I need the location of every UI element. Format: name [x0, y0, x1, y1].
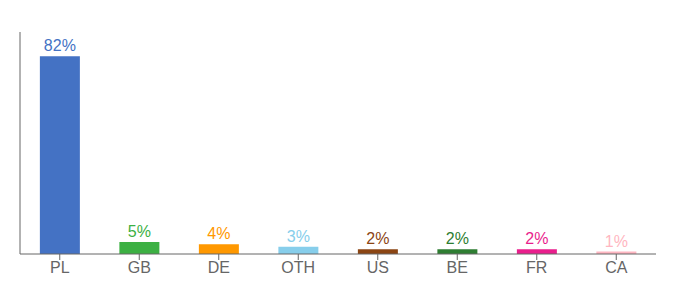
- svg-text:BE: BE: [447, 259, 468, 276]
- svg-text:OTH: OTH: [281, 259, 315, 276]
- svg-text:1%: 1%: [605, 233, 628, 250]
- svg-text:2%: 2%: [525, 230, 548, 247]
- svg-text:5%: 5%: [128, 223, 151, 240]
- svg-text:2%: 2%: [446, 230, 469, 247]
- svg-text:2%: 2%: [366, 230, 389, 247]
- svg-text:FR: FR: [526, 259, 547, 276]
- svg-text:DE: DE: [208, 259, 230, 276]
- svg-text:GB: GB: [128, 259, 151, 276]
- svg-text:3%: 3%: [287, 228, 310, 245]
- svg-text:PL: PL: [50, 259, 70, 276]
- svg-text:4%: 4%: [207, 225, 230, 242]
- svg-text:CA: CA: [605, 259, 628, 276]
- svg-text:82%: 82%: [44, 37, 76, 54]
- svg-text:US: US: [367, 259, 389, 276]
